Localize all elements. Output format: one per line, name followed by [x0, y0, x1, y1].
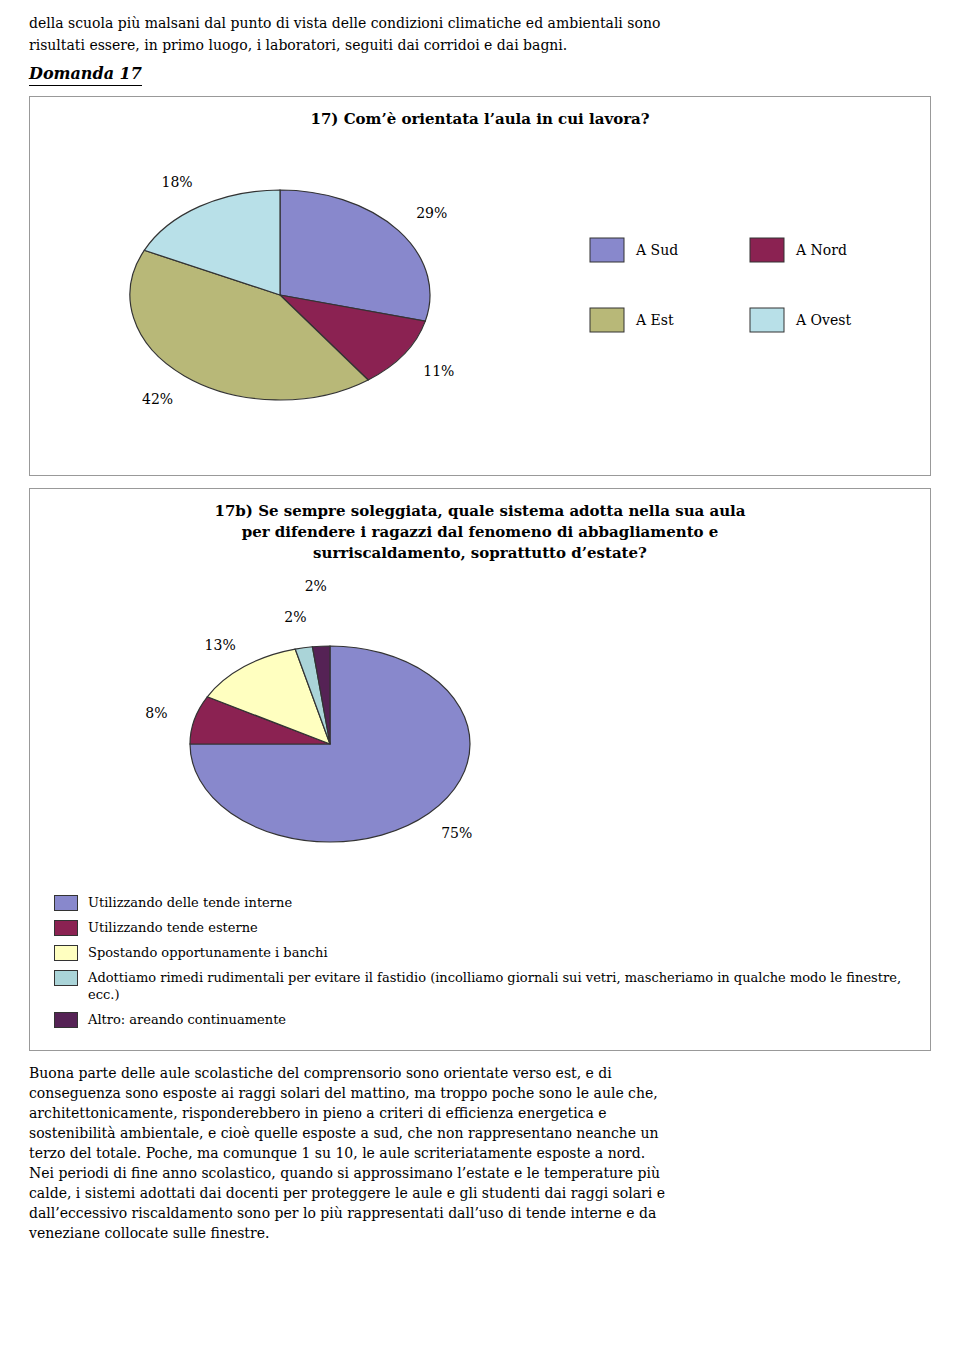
legend-swatch	[54, 920, 78, 936]
legend-item: Utilizzando delle tende interne	[54, 894, 910, 911]
legend-swatch	[54, 970, 78, 986]
text-line: dall’eccessivo riscaldamento sono per lo…	[29, 1203, 931, 1223]
legend-swatch	[590, 238, 624, 262]
legend-item: Utilizzando tende esterne	[54, 919, 910, 936]
legend-item: Spostando opportunamente i banchi	[54, 944, 910, 961]
chart-title: 17) Com’è orientata l’aula in cui lavora…	[30, 97, 930, 130]
text-line: veneziane collocate sulle finestre.	[29, 1223, 931, 1243]
legend-label: Altro: areando continuamente	[88, 1011, 286, 1028]
chart-svg: 29% 11% 42% 18% A Sud A Nord A Est A Ovest	[30, 130, 930, 460]
text-line: architettonicamente, risponderebbero in …	[29, 1103, 931, 1123]
legend-swatch	[750, 308, 784, 332]
text-line: della scuola più malsani dal punto di vi…	[29, 12, 931, 34]
legend-item: Altro: areando continuamente	[54, 1011, 910, 1028]
data-label: 13%	[205, 637, 236, 653]
chart-box: 17) Com’è orientata l’aula in cui lavora…	[29, 96, 931, 476]
data-label: 8%	[145, 705, 167, 721]
pie	[130, 190, 430, 400]
data-label: 75%	[441, 825, 472, 841]
legend-label: Utilizzando delle tende interne	[88, 894, 292, 911]
legend-swatch	[54, 945, 78, 961]
data-labels: 29% 11% 42% 18%	[142, 174, 454, 407]
text-line: calde, i sistemi adottati dai docenti pe…	[29, 1183, 931, 1203]
legend-swatch	[590, 308, 624, 332]
data-label: 2%	[305, 578, 327, 594]
legend-swatch	[750, 238, 784, 262]
legend-label: A Nord	[795, 242, 847, 258]
data-label: 11%	[423, 363, 454, 379]
chart-title: 17b) Se sempre soleggiata, quale sistema…	[30, 489, 930, 564]
page-bottom-text: Buona parte delle aule scolastiche del c…	[29, 1063, 931, 1243]
legend: Utilizzando delle tende interne Utilizzan…	[30, 894, 930, 1050]
page-top-text: della scuola più malsani dal punto di vi…	[29, 12, 931, 56]
text-line: terzo del totale. Poche, ma comunque 1 s…	[29, 1143, 931, 1163]
data-label: 2%	[284, 609, 306, 625]
legend-label: A Ovest	[795, 312, 851, 328]
legend: A Sud A Nord A Est A Ovest	[590, 238, 851, 332]
legend-label: A Est	[635, 312, 674, 328]
text-line: Buona parte delle aule scolastiche del c…	[29, 1063, 931, 1083]
legend-label: Adottiamo rimedi rudimentali per evitare…	[88, 969, 910, 1003]
data-label: 42%	[142, 391, 173, 407]
page: della scuola più malsani dal punto di vi…	[0, 0, 960, 1243]
text-line: conseguenza sono esposte ai raggi solari…	[29, 1083, 931, 1103]
pie	[190, 646, 470, 842]
pie-slice	[190, 646, 470, 842]
data-labels: 75% 8% 13% 2% 2%	[145, 578, 472, 841]
pie-slice	[312, 646, 330, 744]
chart-svg: 75% 8% 13% 2% 2%	[30, 564, 930, 894]
pie-slice	[295, 647, 330, 744]
text-line: risultati essere, in primo luogo, i labo…	[29, 34, 931, 56]
legend-label: Utilizzando tende esterne	[88, 919, 258, 936]
section-label: Domanda 17	[29, 64, 142, 86]
chart-box: 17b) Se sempre soleggiata, quale sistema…	[29, 488, 931, 1051]
legend-label: A Sud	[635, 242, 678, 258]
text-line: Nei periodi di fine anno scolastico, qua…	[29, 1163, 931, 1183]
data-label: 29%	[416, 205, 447, 221]
legend-swatch	[54, 1012, 78, 1028]
legend-label: Spostando opportunamente i banchi	[88, 944, 328, 961]
pie-slice	[144, 190, 280, 295]
data-label: 18%	[162, 174, 193, 190]
legend-item: Adottiamo rimedi rudimentali per evitare…	[54, 969, 910, 1003]
legend-swatch	[54, 895, 78, 911]
text-line: sostenibilità ambientale, e cioè quelle …	[29, 1123, 931, 1143]
